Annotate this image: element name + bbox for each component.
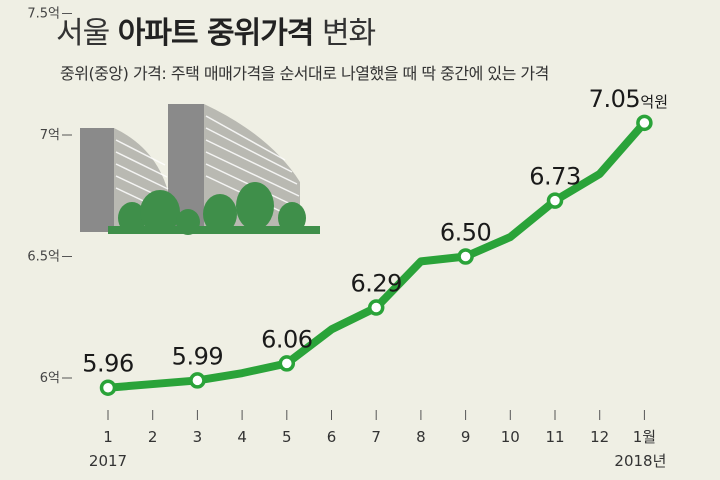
x-tick-label: 4 bbox=[237, 428, 247, 446]
x-tick-label: 6 bbox=[327, 428, 337, 446]
data-labels: 5.96 5.99 6.06 6.29 6.50 6.73 7.05 억원 bbox=[82, 85, 668, 378]
ground-strip bbox=[108, 226, 320, 234]
x-year-label: 2017 bbox=[89, 452, 127, 470]
data-label: 6.50 bbox=[440, 219, 491, 247]
data-label: 7.05 bbox=[589, 85, 640, 113]
y-tick-label: 7억 bbox=[40, 128, 60, 143]
x-tick-label: 1 bbox=[103, 428, 113, 446]
x-tick-label: 7 bbox=[371, 428, 381, 446]
title-light: 서울 bbox=[56, 16, 118, 51]
chart-title: 서울 아파트 중위가격 변화 bbox=[56, 8, 376, 52]
apartment-illustration bbox=[80, 104, 320, 235]
x-tick-label: 11 bbox=[545, 428, 564, 446]
data-point-marker bbox=[99, 379, 117, 396]
data-label: 5.96 bbox=[82, 350, 133, 378]
x-tick-label: 12 bbox=[590, 428, 609, 446]
series-group bbox=[99, 114, 653, 396]
building-shape bbox=[80, 128, 114, 232]
x-tick-label: 8 bbox=[416, 428, 426, 446]
data-point-marker bbox=[457, 248, 474, 265]
x-tick-label: 1월 bbox=[633, 428, 656, 446]
title-bold: 아파트 중위가격 bbox=[117, 16, 315, 51]
x-tick-label: 9 bbox=[461, 428, 471, 446]
y-tick-label: 6억 bbox=[40, 371, 60, 386]
x-tick-label: 3 bbox=[193, 428, 203, 446]
data-point-marker bbox=[546, 192, 564, 209]
title-tail: 변화 bbox=[313, 16, 376, 51]
x-year-label: 2018년 bbox=[614, 452, 666, 470]
data-point-marker bbox=[278, 355, 296, 372]
data-point-marker bbox=[189, 372, 206, 389]
data-label-unit: 억원 bbox=[640, 93, 668, 111]
y-tick-label: 6.5억 bbox=[27, 250, 60, 265]
x-tick-label: 5 bbox=[282, 428, 292, 446]
data-label: 6.29 bbox=[350, 270, 401, 298]
data-label: 6.06 bbox=[261, 325, 312, 353]
data-label: 6.73 bbox=[529, 163, 580, 191]
x-tick-label: 2 bbox=[148, 428, 158, 446]
y-axis: 6억 6.5억 7억 7.5억 bbox=[27, 7, 72, 386]
data-point-marker bbox=[636, 114, 653, 132]
x-tick-label: 10 bbox=[501, 428, 520, 446]
chart-subtitle: 중위(중앙) 가격: 주택 매매가격을 순서대로 나열했을 때 딱 중간에 있는… bbox=[60, 64, 549, 83]
data-point-marker bbox=[367, 299, 385, 316]
data-label: 5.99 bbox=[172, 342, 223, 370]
y-tick-label: 7.5억 bbox=[27, 7, 60, 22]
building-stripes bbox=[115, 115, 300, 221]
